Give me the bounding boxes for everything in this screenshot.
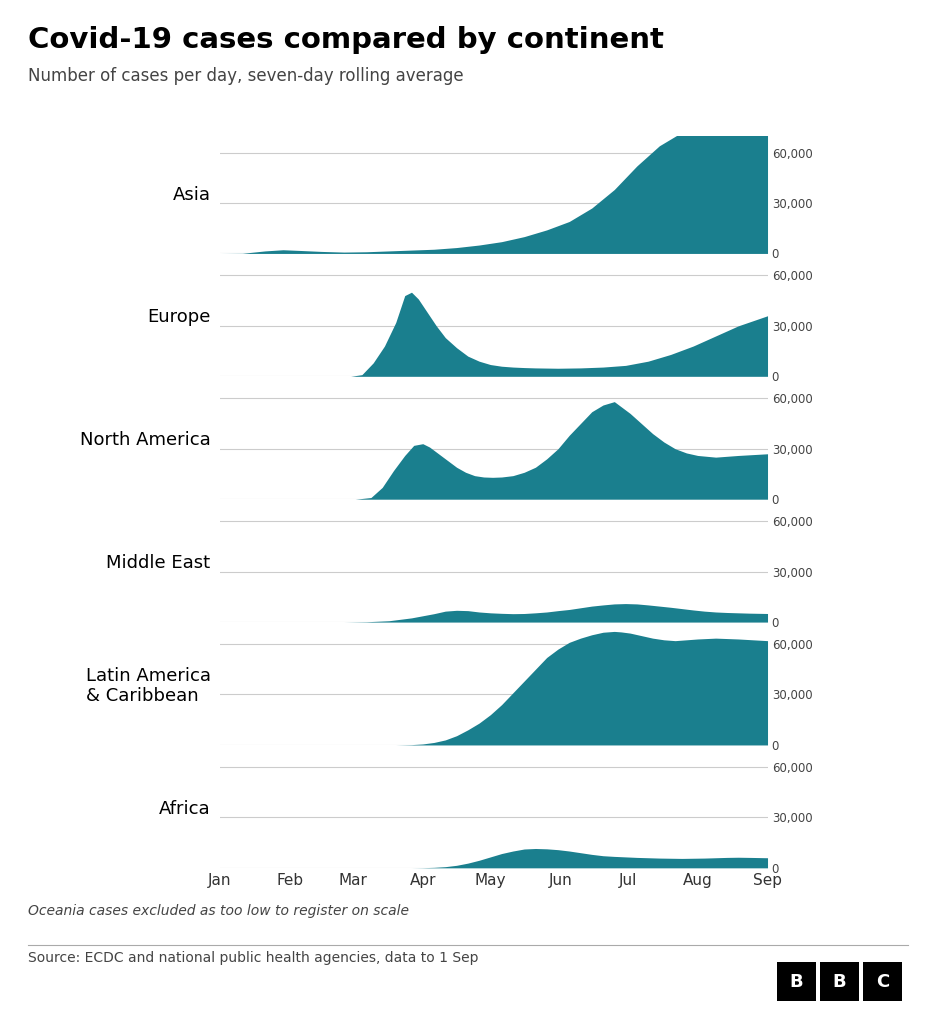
Text: C: C [876,973,889,990]
Text: B: B [790,973,803,990]
Text: Middle East: Middle East [107,554,211,572]
Text: North America: North America [80,431,211,450]
Text: Asia: Asia [172,185,211,204]
Text: Number of cases per day, seven-day rolling average: Number of cases per day, seven-day rolli… [28,67,463,85]
Text: Europe: Europe [147,308,211,327]
Text: Africa: Africa [159,800,211,818]
Text: Source: ECDC and national public health agencies, data to 1 Sep: Source: ECDC and national public health … [28,950,478,965]
Text: Covid-19 cases compared by continent: Covid-19 cases compared by continent [28,26,664,53]
Text: B: B [833,973,846,990]
Text: Oceania cases excluded as too low to register on scale: Oceania cases excluded as too low to reg… [28,903,409,918]
Text: Latin America
& Caribbean: Latin America & Caribbean [85,667,211,706]
